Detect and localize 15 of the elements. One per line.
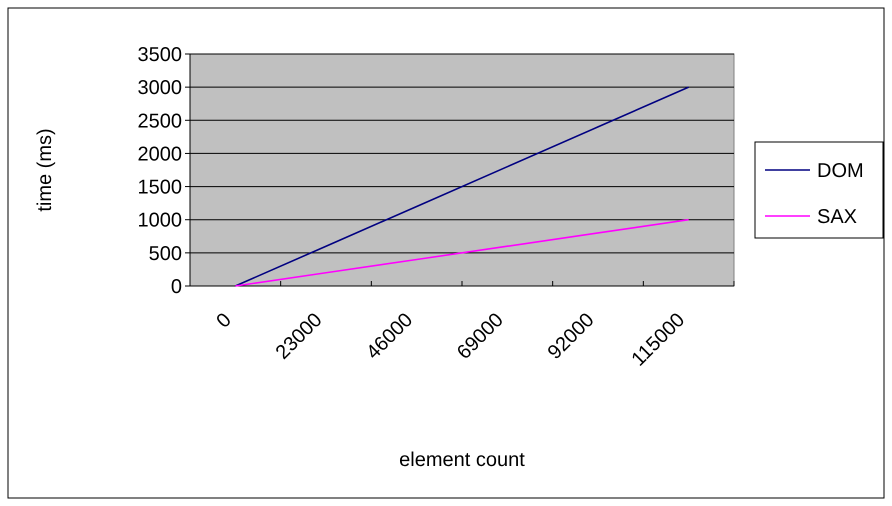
x-tick-label: 0 <box>212 308 236 332</box>
y-tick-label: 0 <box>170 276 182 298</box>
x-axis-title: element count <box>399 449 526 471</box>
legend-label: DOM <box>817 160 864 182</box>
y-axis-title: time (ms) <box>34 128 56 212</box>
y-tick-label: 1500 <box>138 176 182 199</box>
y-tick-label: 500 <box>148 242 182 265</box>
line-series <box>234 218 690 287</box>
y-tick-label: 3000 <box>138 77 182 100</box>
line-series <box>234 86 690 287</box>
legend-label: SAX <box>817 206 858 228</box>
y-tick-label: 2000 <box>138 143 182 166</box>
y-tick-label: 2500 <box>138 110 182 132</box>
y-tick-label: 3500 <box>138 44 182 66</box>
y-tick-label: 1000 <box>138 210 182 232</box>
